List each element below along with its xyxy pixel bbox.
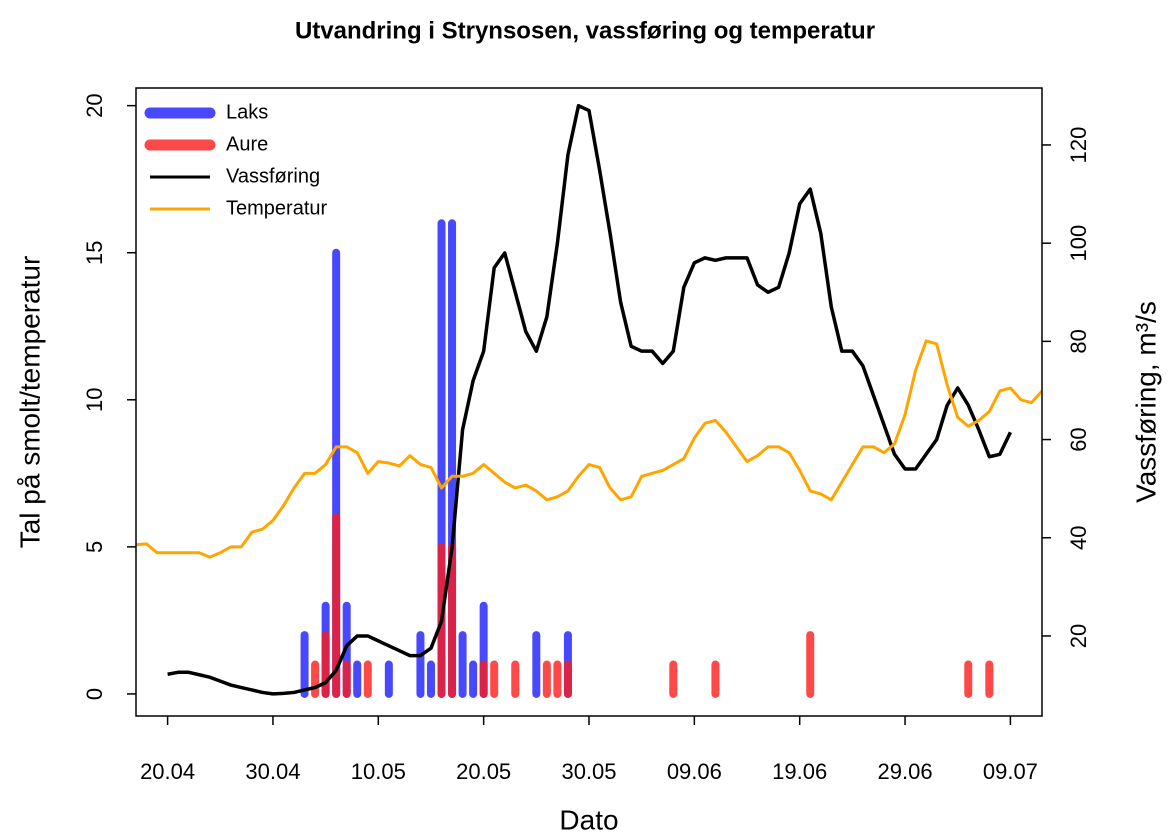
bar xyxy=(511,660,520,698)
bar xyxy=(342,660,351,698)
y2-tick-label: 20 xyxy=(1066,624,1091,648)
y2-tick-label: 120 xyxy=(1066,127,1091,164)
bar xyxy=(448,542,457,698)
bar xyxy=(532,631,541,698)
y-tick-label: 5 xyxy=(82,541,107,553)
y2-tick-label: 40 xyxy=(1066,526,1091,550)
legend-label: Laks xyxy=(226,101,268,123)
x-tick-label: 30.04 xyxy=(245,759,300,784)
plot-area xyxy=(136,103,1042,698)
bar xyxy=(353,660,362,698)
bar xyxy=(490,660,499,698)
chart-title: Utvandring i Strynsosen, vassføring og t… xyxy=(295,17,875,44)
bar xyxy=(806,631,815,698)
y2-tick-label: 100 xyxy=(1066,225,1091,262)
bar xyxy=(321,631,330,698)
x-tick-label: 09.07 xyxy=(983,759,1038,784)
line xyxy=(136,339,1042,559)
bar xyxy=(363,660,372,698)
y2-axis-title: Vassføring, m³/s xyxy=(1130,301,1161,503)
bar xyxy=(711,660,720,698)
bar xyxy=(479,660,488,698)
bar xyxy=(469,660,478,698)
bar xyxy=(964,660,973,698)
y-tick-label: 0 xyxy=(82,688,107,700)
y2-tick-label: 60 xyxy=(1066,427,1091,451)
bar xyxy=(563,660,572,698)
y2-tick-label: 80 xyxy=(1066,329,1091,353)
y-tick-label: 20 xyxy=(82,93,107,117)
bar xyxy=(384,660,393,698)
x-tick-label: 19.06 xyxy=(772,759,827,784)
x-tick-label: 09.06 xyxy=(667,759,722,784)
legend-label: Temperatur xyxy=(226,197,327,219)
x-tick-label: 30.05 xyxy=(561,759,616,784)
y-tick-label: 10 xyxy=(82,388,107,412)
bar xyxy=(311,660,320,698)
bar xyxy=(332,513,341,698)
bar xyxy=(300,631,309,698)
x-tick-label: 20.04 xyxy=(140,759,195,784)
legend-label: Vassføring xyxy=(226,165,320,187)
bar xyxy=(416,631,425,698)
y-axis-title: Tal på smolt/temperatur xyxy=(14,256,45,549)
bar xyxy=(985,660,994,698)
legend-label: Aure xyxy=(226,133,268,155)
bar xyxy=(426,660,435,698)
line xyxy=(167,103,1012,696)
bar xyxy=(542,660,551,698)
bar xyxy=(669,660,678,698)
x-tick-label: 20.05 xyxy=(456,759,511,784)
bar xyxy=(553,660,562,698)
y-tick-label: 15 xyxy=(82,240,107,264)
x-tick-label: 10.05 xyxy=(351,759,406,784)
x-tick-label: 29.06 xyxy=(878,759,933,784)
x-axis-title: Dato xyxy=(559,804,618,835)
bar xyxy=(458,631,467,698)
